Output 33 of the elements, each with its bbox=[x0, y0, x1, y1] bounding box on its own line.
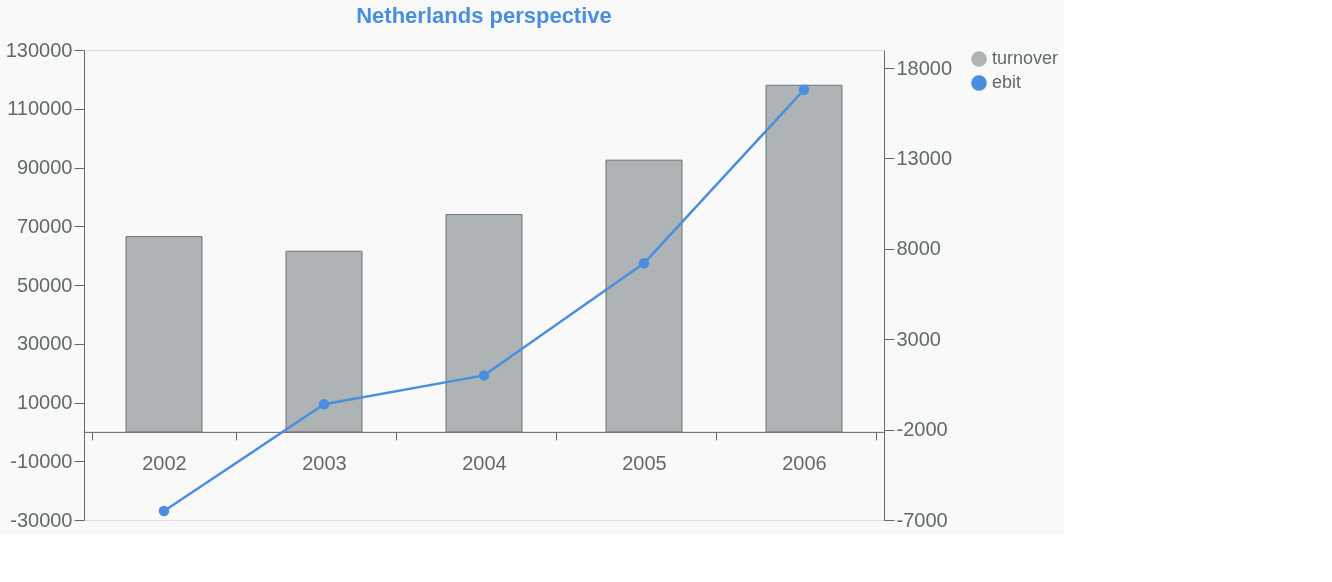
x-tick-label: 2006 bbox=[782, 452, 827, 475]
bar bbox=[765, 84, 843, 433]
x-tick-label: 2003 bbox=[302, 452, 347, 475]
point bbox=[798, 84, 810, 95]
y2-tick-label: -7000 bbox=[896, 508, 948, 531]
bar bbox=[445, 214, 523, 433]
bar bbox=[285, 250, 363, 433]
y-tick-label: 50000 bbox=[16, 273, 73, 296]
x-tick-label: 2004 bbox=[462, 452, 507, 475]
y2-tick-label: -2000 bbox=[896, 418, 948, 441]
y2-tick-label: 18000 bbox=[896, 56, 953, 79]
point bbox=[318, 399, 330, 410]
point bbox=[158, 505, 170, 517]
y-tick-label: 30000 bbox=[16, 332, 73, 355]
x-tick-label: 2002 bbox=[142, 452, 187, 475]
y-tick-label: -30000 bbox=[10, 508, 73, 531]
y2-tick-label: 3000 bbox=[896, 327, 941, 350]
bar bbox=[605, 159, 683, 433]
chart-title: Netherlands perspective bbox=[356, 3, 612, 28]
legend-label: turnover bbox=[992, 48, 1059, 68]
legend-label: ebit bbox=[992, 72, 1022, 92]
x-tick-label: 2005 bbox=[622, 452, 667, 475]
point bbox=[638, 258, 650, 269]
y-tick-label: 110000 bbox=[7, 97, 73, 120]
y2-tick-label: 13000 bbox=[896, 146, 953, 169]
y-tick-label: 90000 bbox=[16, 156, 73, 178]
y-tick-label: 130000 bbox=[5, 38, 73, 61]
y-tick-label: 10000 bbox=[16, 391, 73, 413]
point bbox=[478, 370, 490, 381]
y-tick-label: 70000 bbox=[16, 214, 73, 237]
y2-tick-label: 8000 bbox=[896, 237, 941, 260]
y-tick-label: -10000 bbox=[10, 449, 73, 472]
bar bbox=[125, 236, 203, 433]
